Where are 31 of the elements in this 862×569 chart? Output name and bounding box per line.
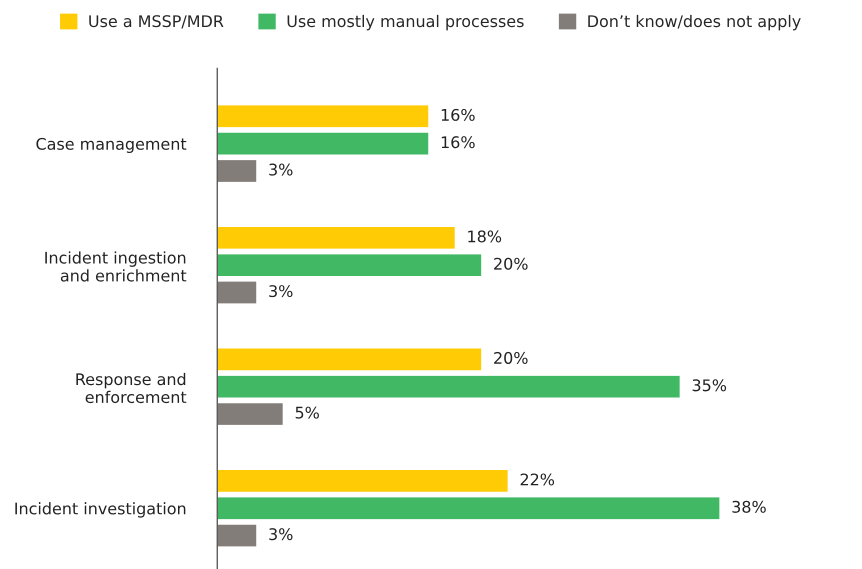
y-tick-label: Response and enforcement <box>76 372 186 404</box>
bar <box>217 104 430 129</box>
data-label: 22% <box>520 473 554 486</box>
bar <box>217 374 682 399</box>
bar <box>217 280 258 305</box>
bar <box>217 523 258 548</box>
data-label: 18% <box>468 230 502 242</box>
data-label: 20% <box>494 258 528 270</box>
data-label: 5% <box>296 406 319 419</box>
data-label: 38% <box>732 500 766 513</box>
y-tick-label: Incident ingestion and enrichment <box>45 251 186 282</box>
bar <box>217 402 284 426</box>
bar <box>217 158 258 184</box>
legend-label: Don’t know/does not apply <box>588 14 801 30</box>
data-label: 35% <box>692 379 726 392</box>
bar <box>217 226 456 250</box>
data-label: 3% <box>269 285 292 298</box>
y-tick-label: Case management <box>36 138 186 154</box>
data-label: 16% <box>442 108 475 121</box>
bar <box>217 496 721 520</box>
data-label: 3% <box>269 164 292 176</box>
bar <box>217 131 430 156</box>
data-label: 3% <box>269 528 292 540</box>
bar <box>217 468 510 494</box>
bar <box>217 347 483 372</box>
legend-label: Use a MSSP/MDR <box>89 15 224 28</box>
data-label: 16% <box>442 136 475 148</box>
legend-label: Use mostly manual processes <box>288 14 524 30</box>
y-tick-label: Incident investigation <box>15 502 186 518</box>
data-label: 20% <box>494 352 528 364</box>
bar <box>217 252 483 278</box>
